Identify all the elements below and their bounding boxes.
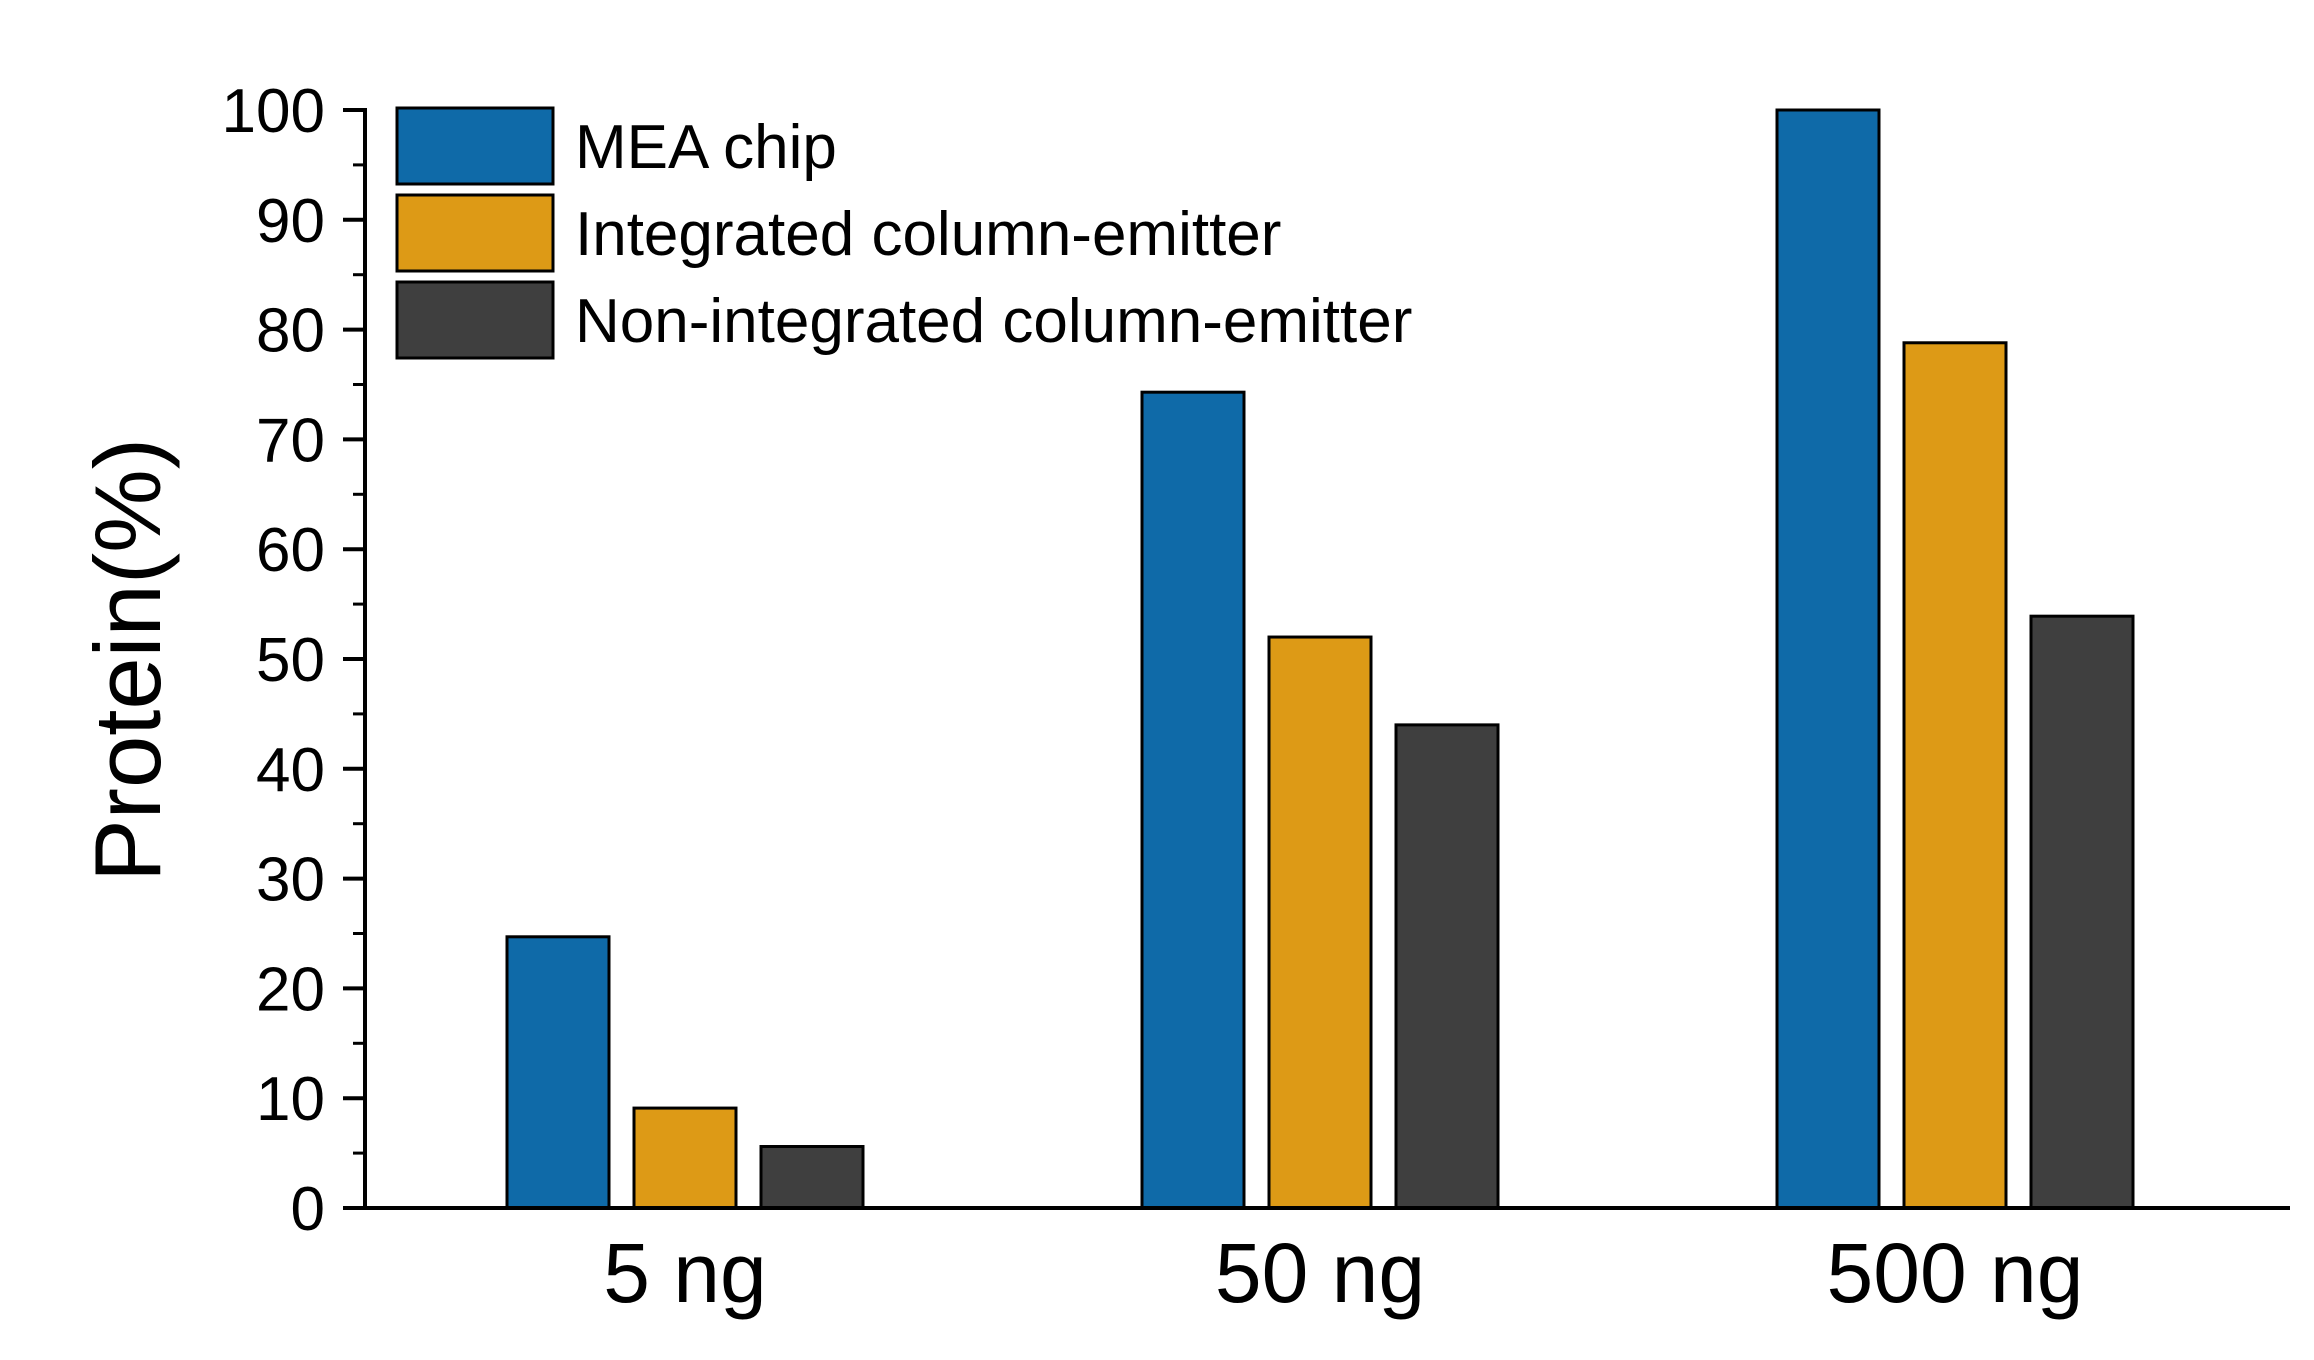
y-tick-label: 30 — [256, 846, 325, 915]
legend: MEA chip Integrated column-emitter Non-int… — [395, 106, 1412, 360]
bar-integrated-column-emitter-50-ng — [1267, 635, 1373, 1210]
bar-non-integrated-column-emitter-5-ng — [759, 1145, 865, 1210]
bar-non-integrated-column-emitter-50-ng — [1394, 723, 1500, 1210]
legend-label: MEA chip — [575, 113, 837, 182]
y-tick-label: 50 — [256, 626, 325, 695]
legend-swatch — [395, 280, 555, 360]
y-tick-label: 90 — [256, 187, 325, 256]
x-category-label: 5 ng — [603, 1226, 767, 1320]
y-tick-label: 70 — [256, 406, 325, 475]
y-ticks: 0 10 20 30 40 50 60 70 80 90 100 — [222, 77, 365, 1244]
y-tick-label: 100 — [222, 77, 325, 146]
y-tick-label: 0 — [291, 1175, 325, 1244]
bar-integrated-column-emitter-5-ng — [632, 1106, 738, 1210]
y-tick-label: 40 — [256, 736, 325, 805]
y-tick-label: 20 — [256, 955, 325, 1024]
bar-integrated-column-emitter-500-ng — [1902, 341, 2008, 1210]
bar-mea-chip-5-ng — [505, 935, 611, 1210]
x-category-label: 50 ng — [1215, 1226, 1425, 1320]
y-tick-label: 60 — [256, 516, 325, 585]
y-tick-label: 10 — [256, 1065, 325, 1134]
legend-swatch — [395, 106, 555, 186]
legend-swatch — [395, 193, 555, 273]
bar-mea-chip-500-ng — [1775, 108, 1881, 1210]
legend-label: Non-integrated column-emitter — [575, 287, 1412, 356]
legend-label: Integrated column-emitter — [575, 200, 1281, 269]
x-category-label: 500 ng — [1827, 1226, 2084, 1320]
y-axis-title: Protein(%) — [75, 438, 180, 882]
bars-layer — [505, 108, 2135, 1210]
bar-non-integrated-column-emitter-500-ng — [2029, 614, 2135, 1210]
x-category-labels: 5 ng 50 ng 500 ng — [603, 1226, 2083, 1320]
bar-mea-chip-50-ng — [1140, 390, 1246, 1210]
y-tick-label: 80 — [256, 297, 325, 366]
